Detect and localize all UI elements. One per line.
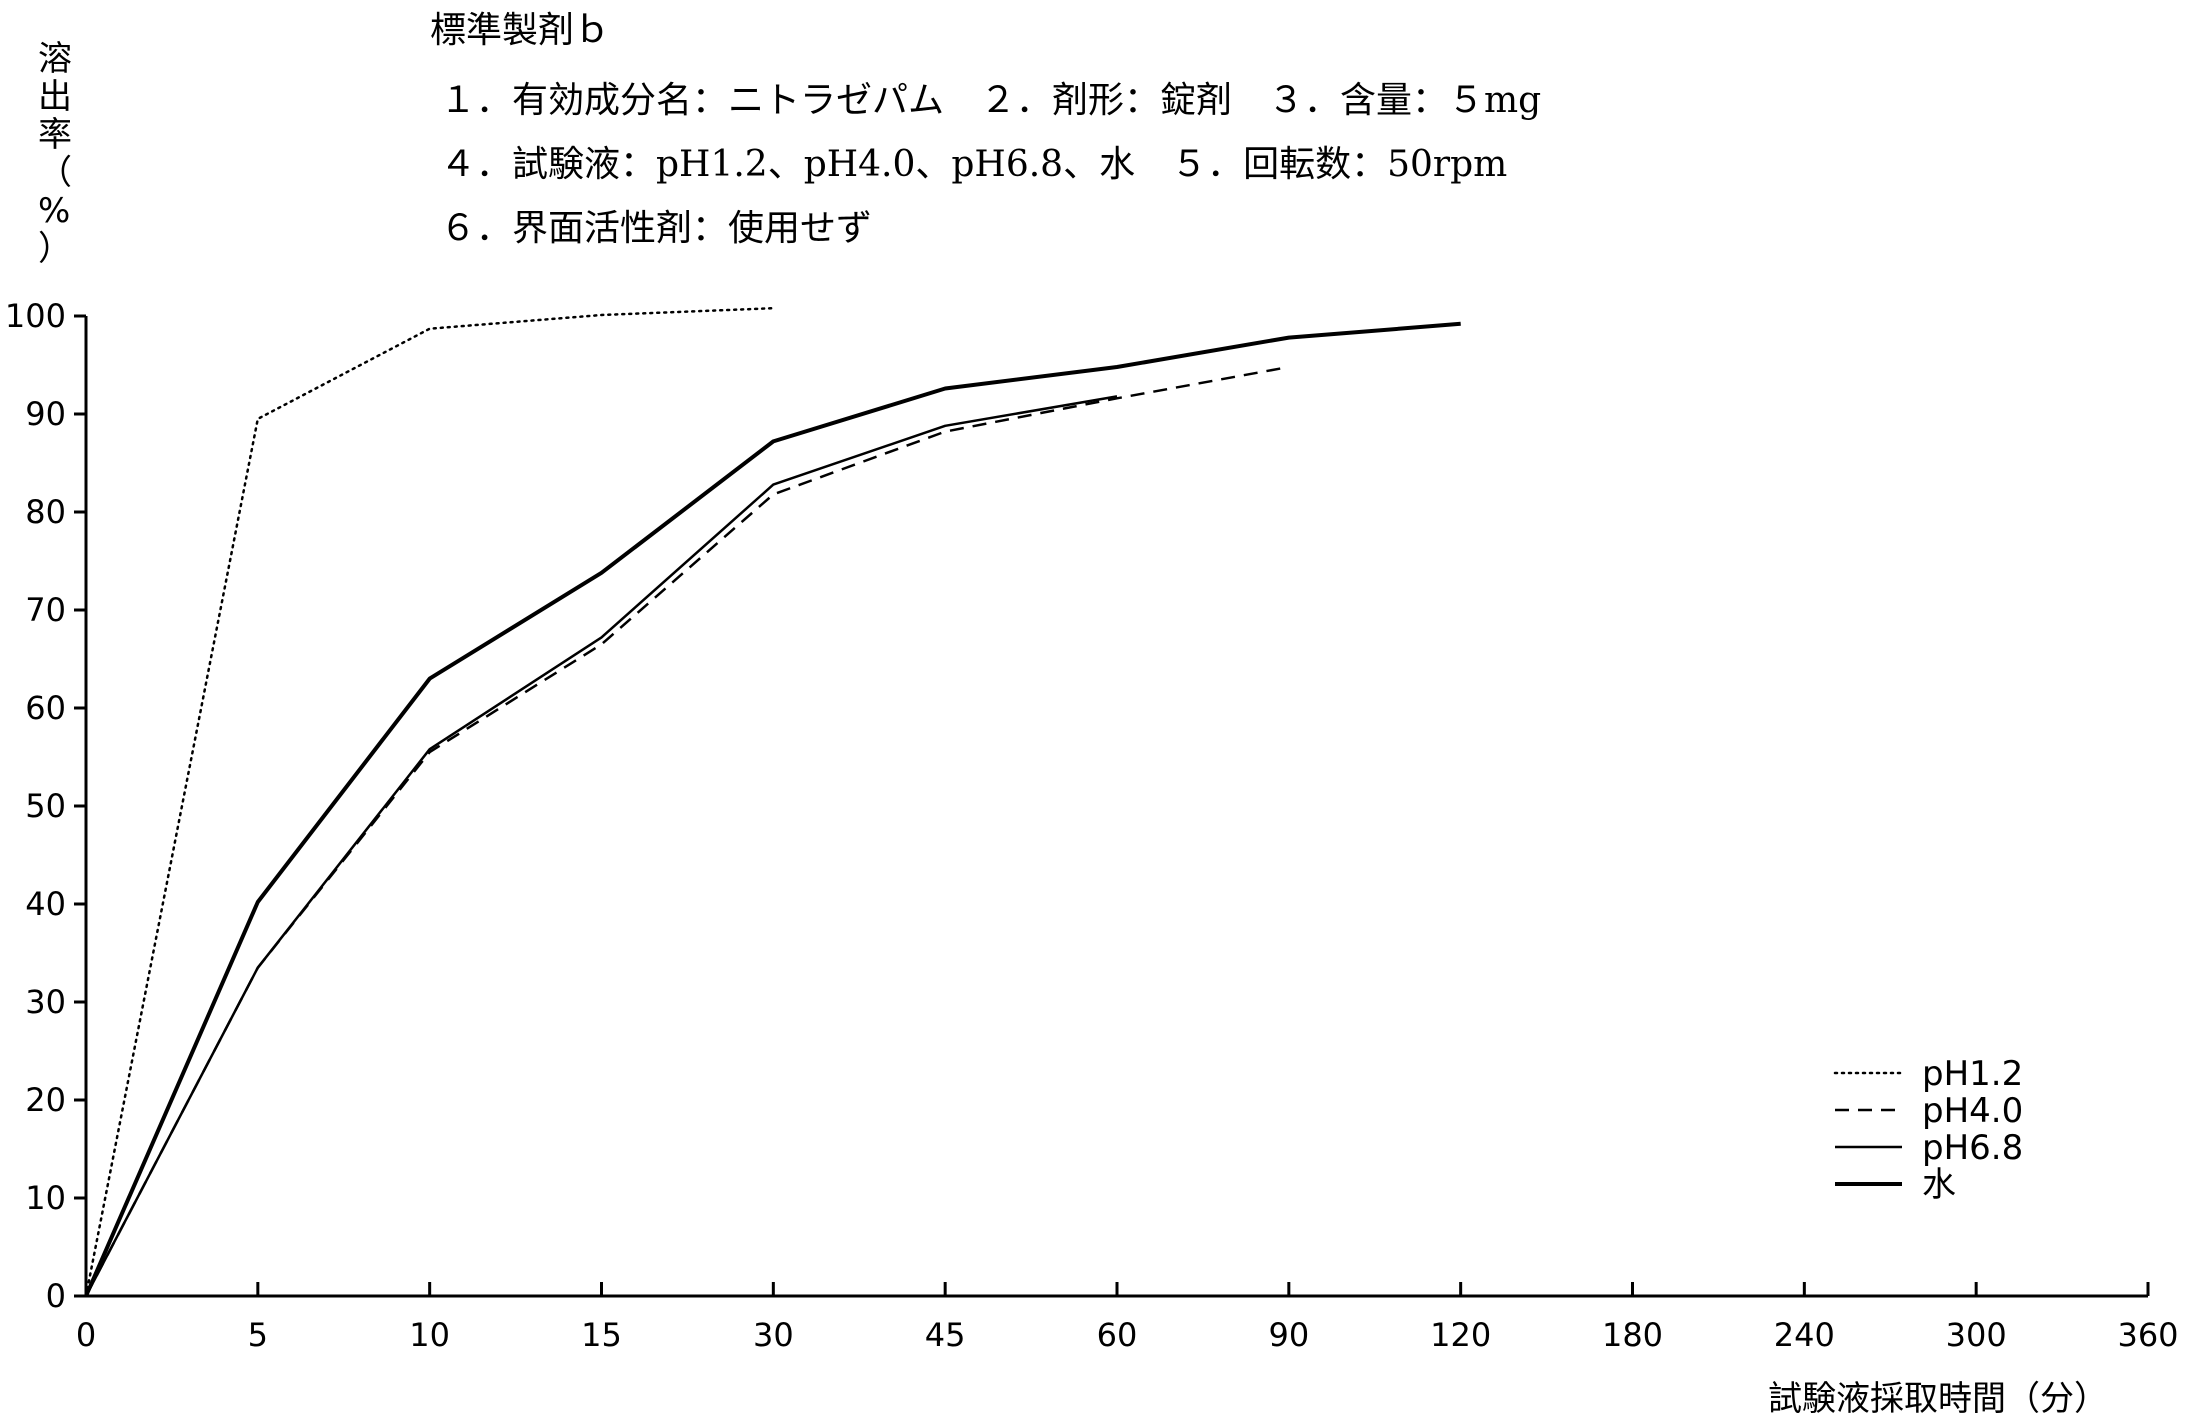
series-layer [84, 306, 1461, 1298]
x-tick-label: 10 [409, 1316, 450, 1354]
y-tick-label: 20 [25, 1081, 66, 1119]
y-tick-label: 0 [46, 1277, 66, 1315]
legend-label-1: pH1.2 [1922, 1054, 2023, 1094]
x-tick-label: 5 [248, 1316, 268, 1354]
y-tick-label: 50 [25, 787, 66, 825]
series-line-3 [84, 395, 1118, 1297]
chart-header: 標準製剤ｂ １．有効成分名：ニトラゼパム ２．剤形：錠剤 ３．含量：５mg ４．… [430, 10, 1541, 249]
series-line-4 [84, 321, 1461, 1297]
y-tick-label: 10 [25, 1179, 66, 1217]
y-axis-label-char: % [38, 191, 70, 231]
y-tick-label: 70 [25, 591, 66, 629]
x-tick-label: 15 [581, 1316, 622, 1354]
y-tick-label: 40 [25, 885, 66, 923]
x-tick-label: 300 [1946, 1316, 2007, 1354]
header-line-2: ４．試験液：pH1.2、pH4.0、pH6.8、水 ５．回転数：50rpm [440, 144, 1507, 185]
y-axis-label-char: 率 [38, 115, 72, 155]
legend-label-2: pH4.0 [1922, 1091, 2023, 1131]
y-tick-label: 90 [25, 395, 66, 433]
y-tick-label: 60 [25, 689, 66, 727]
y-axis-label-char: （ [38, 153, 72, 193]
x-axis-label: 試験液採取時間（分） [1768, 1379, 2108, 1417]
chart-title: 標準製剤ｂ [430, 10, 610, 51]
legend-label-3: pH6.8 [1922, 1128, 2023, 1168]
y-tick-label: 100 [5, 297, 66, 335]
y-axis-label-char: 出 [38, 77, 72, 117]
header-line-3: ６．界面活性剤：使用せず [440, 208, 872, 249]
x-tick-label: 180 [1602, 1316, 1663, 1354]
x-tick-label: 240 [1774, 1316, 1835, 1354]
y-axis-label: 溶出率（%） [38, 39, 72, 269]
x-tick-label: 360 [2117, 1316, 2178, 1354]
y-tick-label: 80 [25, 493, 66, 531]
x-tick-label: 0 [76, 1316, 96, 1354]
header-line-1: １．有効成分名：ニトラゼパム ２．剤形：錠剤 ３．含量：５mg [440, 80, 1541, 121]
x-tick-label: 45 [925, 1316, 966, 1354]
chart-axes: 0 10 20 30 40 50 60 70 80 90 100 0 5 10 15 30 45 60 90 120 1… [5, 297, 2179, 1354]
x-tick-label: 90 [1268, 1316, 1309, 1354]
legend-label-4: 水 [1922, 1165, 1956, 1205]
x-tick-label: 30 [753, 1316, 794, 1354]
x-tick-label: 120 [1430, 1316, 1491, 1354]
x-tick-label: 60 [1097, 1316, 1138, 1354]
y-tick-label: 30 [25, 983, 66, 1021]
series-line-1 [84, 306, 775, 1298]
y-axis-label-char: ） [38, 229, 72, 269]
y-axis-label-char: 溶 [38, 39, 72, 79]
